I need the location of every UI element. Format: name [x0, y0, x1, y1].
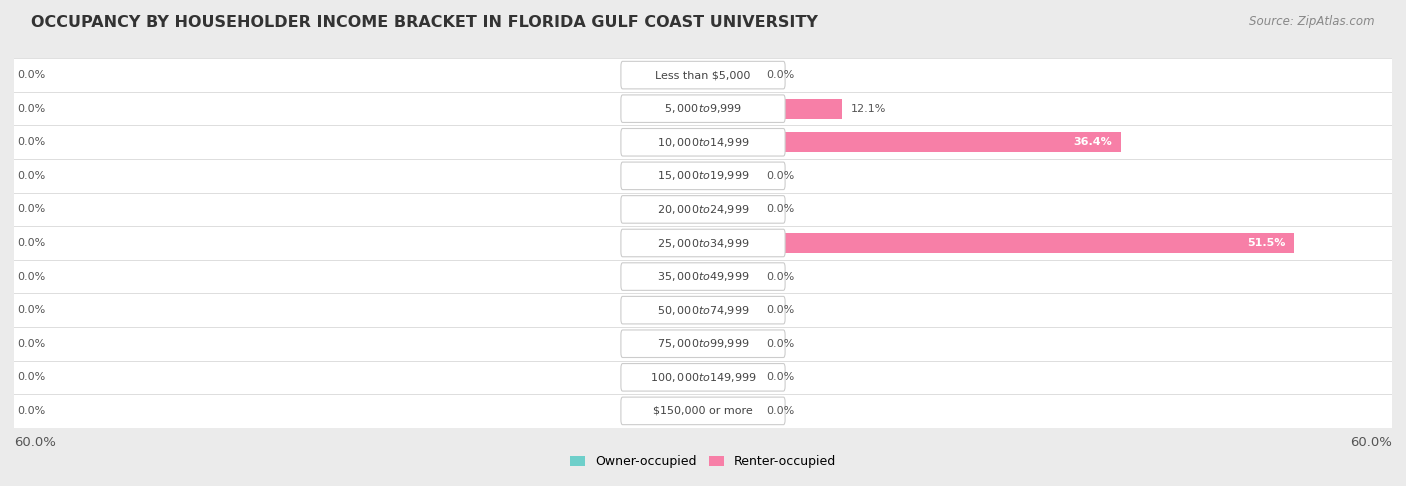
- FancyBboxPatch shape: [621, 196, 785, 223]
- Text: 60.0%: 60.0%: [1350, 436, 1392, 449]
- Bar: [645, 300, 703, 320]
- Text: $75,000 to $99,999: $75,000 to $99,999: [657, 337, 749, 350]
- FancyBboxPatch shape: [621, 364, 785, 391]
- Text: 0.0%: 0.0%: [766, 372, 794, 382]
- Text: 0.0%: 0.0%: [766, 272, 794, 281]
- Bar: [703, 132, 1121, 152]
- FancyBboxPatch shape: [621, 229, 785, 257]
- Text: 0.0%: 0.0%: [17, 205, 46, 214]
- FancyBboxPatch shape: [621, 162, 785, 190]
- FancyBboxPatch shape: [8, 361, 1398, 394]
- FancyBboxPatch shape: [8, 226, 1398, 260]
- Text: $10,000 to $14,999: $10,000 to $14,999: [657, 136, 749, 149]
- Text: 0.0%: 0.0%: [17, 372, 46, 382]
- Text: 0.0%: 0.0%: [766, 305, 794, 315]
- Text: $15,000 to $19,999: $15,000 to $19,999: [657, 169, 749, 182]
- FancyBboxPatch shape: [8, 159, 1398, 192]
- Text: 51.5%: 51.5%: [1247, 238, 1285, 248]
- Text: 0.0%: 0.0%: [17, 305, 46, 315]
- Bar: [703, 166, 761, 186]
- Text: 60.0%: 60.0%: [14, 436, 56, 449]
- Text: 0.0%: 0.0%: [17, 70, 46, 80]
- Bar: [645, 367, 703, 387]
- Bar: [703, 65, 761, 85]
- Bar: [703, 401, 761, 421]
- Bar: [645, 65, 703, 85]
- FancyBboxPatch shape: [8, 192, 1398, 226]
- Text: $150,000 or more: $150,000 or more: [654, 406, 752, 416]
- FancyBboxPatch shape: [8, 394, 1398, 428]
- Text: 0.0%: 0.0%: [17, 171, 46, 181]
- Bar: [645, 334, 703, 354]
- Bar: [703, 99, 842, 119]
- Bar: [645, 233, 703, 253]
- FancyBboxPatch shape: [8, 327, 1398, 361]
- Bar: [645, 401, 703, 421]
- FancyBboxPatch shape: [621, 330, 785, 358]
- FancyBboxPatch shape: [8, 294, 1398, 327]
- Bar: [645, 199, 703, 220]
- FancyBboxPatch shape: [8, 125, 1398, 159]
- Text: 0.0%: 0.0%: [766, 406, 794, 416]
- Bar: [703, 266, 761, 287]
- Bar: [703, 334, 761, 354]
- FancyBboxPatch shape: [621, 128, 785, 156]
- Text: $5,000 to $9,999: $5,000 to $9,999: [664, 102, 742, 115]
- Text: 0.0%: 0.0%: [17, 238, 46, 248]
- Bar: [703, 300, 761, 320]
- Text: 0.0%: 0.0%: [17, 137, 46, 147]
- Bar: [703, 233, 1295, 253]
- Text: OCCUPANCY BY HOUSEHOLDER INCOME BRACKET IN FLORIDA GULF COAST UNIVERSITY: OCCUPANCY BY HOUSEHOLDER INCOME BRACKET …: [31, 15, 818, 30]
- Text: $20,000 to $24,999: $20,000 to $24,999: [657, 203, 749, 216]
- Text: $50,000 to $74,999: $50,000 to $74,999: [657, 304, 749, 317]
- Text: 36.4%: 36.4%: [1073, 137, 1112, 147]
- Text: 0.0%: 0.0%: [17, 104, 46, 114]
- Bar: [645, 166, 703, 186]
- FancyBboxPatch shape: [621, 296, 785, 324]
- Bar: [645, 266, 703, 287]
- Bar: [703, 367, 761, 387]
- Text: Less than $5,000: Less than $5,000: [655, 70, 751, 80]
- Text: 0.0%: 0.0%: [17, 339, 46, 349]
- Legend: Owner-occupied, Renter-occupied: Owner-occupied, Renter-occupied: [565, 450, 841, 473]
- FancyBboxPatch shape: [8, 92, 1398, 125]
- Bar: [703, 199, 761, 220]
- Text: $100,000 to $149,999: $100,000 to $149,999: [650, 371, 756, 384]
- Text: 0.0%: 0.0%: [17, 406, 46, 416]
- FancyBboxPatch shape: [621, 95, 785, 122]
- Text: 12.1%: 12.1%: [851, 104, 887, 114]
- FancyBboxPatch shape: [621, 61, 785, 89]
- FancyBboxPatch shape: [621, 397, 785, 425]
- FancyBboxPatch shape: [621, 263, 785, 290]
- Bar: [645, 99, 703, 119]
- Text: 0.0%: 0.0%: [766, 171, 794, 181]
- Text: 0.0%: 0.0%: [766, 205, 794, 214]
- Text: 0.0%: 0.0%: [766, 339, 794, 349]
- Text: $35,000 to $49,999: $35,000 to $49,999: [657, 270, 749, 283]
- Text: Source: ZipAtlas.com: Source: ZipAtlas.com: [1250, 15, 1375, 28]
- Bar: [645, 132, 703, 152]
- Text: 0.0%: 0.0%: [766, 70, 794, 80]
- Text: 0.0%: 0.0%: [17, 272, 46, 281]
- Text: $25,000 to $34,999: $25,000 to $34,999: [657, 237, 749, 249]
- FancyBboxPatch shape: [8, 58, 1398, 92]
- FancyBboxPatch shape: [8, 260, 1398, 294]
